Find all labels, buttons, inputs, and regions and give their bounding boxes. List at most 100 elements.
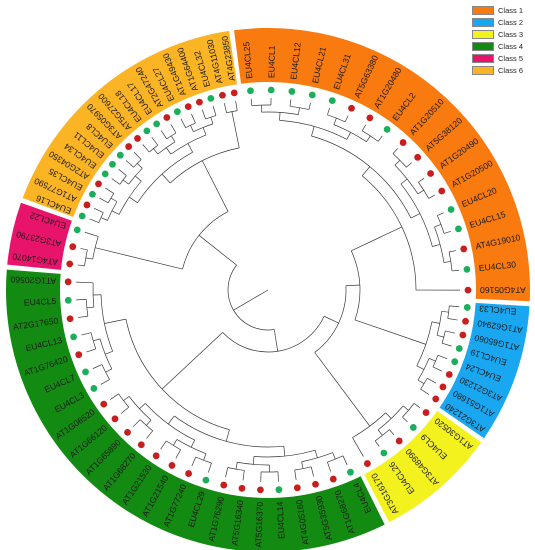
branch: [93, 339, 100, 341]
branch: [176, 450, 181, 459]
branch: [236, 462, 237, 469]
branch: [93, 365, 102, 369]
legend-item: Class 6: [472, 65, 532, 76]
leaf-marker-red: [231, 89, 238, 96]
branch: [280, 112, 281, 120]
branch: [438, 355, 447, 359]
legend: Class 1 Class 2 Class 3 Class 4 Class 5 Class…: [472, 5, 532, 77]
branch: [378, 136, 382, 142]
branch: [233, 290, 268, 310]
leaf-marker-green: [464, 266, 471, 273]
branch: [202, 161, 228, 212]
branch: [295, 470, 296, 480]
leaf-marker-green: [70, 334, 77, 341]
branch: [442, 311, 449, 312]
leaf-marker-red: [294, 484, 301, 491]
branch: [311, 467, 313, 477]
leaf-marker-green: [380, 450, 387, 457]
leaf-marker-green: [448, 206, 455, 213]
branch: [171, 136, 175, 142]
branch: [129, 197, 137, 203]
leaf-marker-green: [455, 225, 462, 232]
branch: [105, 188, 113, 193]
branch: [208, 463, 211, 473]
legend-label: Class 3: [498, 30, 523, 39]
branch: [173, 439, 177, 445]
leaf-label: EU4CL1: [266, 45, 277, 78]
branch: [105, 351, 112, 354]
leaf-label: AT4G05160: [480, 285, 526, 295]
branch: [123, 396, 129, 400]
leaf-marker-green: [65, 297, 72, 304]
leaf-marker-red: [66, 260, 73, 267]
branch: [171, 124, 176, 133]
legend-label: Class 1: [498, 6, 523, 15]
leaf-marker-green: [102, 170, 109, 177]
branch: [204, 454, 206, 461]
branch: [251, 99, 252, 106]
branch: [452, 270, 459, 271]
branch: [421, 389, 429, 394]
branch: [448, 318, 458, 320]
branch: [309, 103, 311, 110]
branch: [211, 117, 213, 124]
leaf-label: EU4CL5: [24, 296, 57, 308]
leaf-marker-red: [330, 476, 337, 483]
branch: [444, 231, 451, 233]
branch: [86, 258, 93, 259]
leaf-marker-red: [396, 438, 403, 445]
leaf-marker-green: [153, 120, 160, 127]
branch: [327, 108, 329, 115]
leaf-marker-green: [309, 92, 316, 99]
leaf-marker-red: [460, 246, 467, 253]
branch: [362, 125, 366, 131]
branch: [401, 179, 407, 184]
leaf-marker-red: [95, 180, 102, 187]
branch: [126, 161, 133, 168]
branch: [236, 101, 238, 111]
branch: [168, 416, 174, 424]
branch: [347, 132, 351, 139]
branch: [366, 136, 370, 142]
branch: [190, 125, 193, 131]
branch: [278, 472, 279, 482]
branch: [284, 446, 285, 456]
branch: [110, 394, 118, 400]
branch: [226, 430, 229, 442]
leaf-marker-red: [100, 401, 107, 408]
branch: [375, 441, 379, 447]
branch: [315, 352, 370, 426]
branch: [414, 403, 420, 407]
branch: [99, 198, 108, 203]
leaf-marker-green: [90, 385, 97, 392]
leaf-label: AT1G20560: [10, 274, 56, 286]
branch: [345, 116, 348, 122]
branch: [224, 103, 226, 113]
legend-label: Class 6: [498, 66, 523, 75]
leaf-marker-red: [423, 409, 430, 416]
branch: [433, 367, 442, 371]
leaf-marker-red: [134, 135, 141, 142]
branch: [87, 307, 94, 308]
legend-label: Class 4: [498, 42, 523, 51]
branch: [199, 235, 237, 265]
leaf-marker-red: [432, 396, 439, 403]
leaf-marker-red: [414, 154, 421, 161]
leaf-marker-red: [239, 485, 246, 492]
branch: [403, 406, 408, 411]
branch: [406, 163, 411, 168]
branch: [389, 430, 394, 435]
branch: [352, 438, 363, 457]
branch: [181, 119, 186, 128]
branch: [427, 378, 436, 383]
branch: [324, 316, 338, 323]
branch: [378, 430, 382, 436]
leaf-marker-red: [185, 103, 192, 110]
branch: [437, 335, 444, 337]
legend-swatch: [472, 66, 494, 75]
branch: [94, 208, 103, 212]
leaf-marker-red: [400, 139, 407, 146]
leaf-marker-green: [109, 161, 116, 168]
leaf-marker-green: [276, 486, 283, 493]
